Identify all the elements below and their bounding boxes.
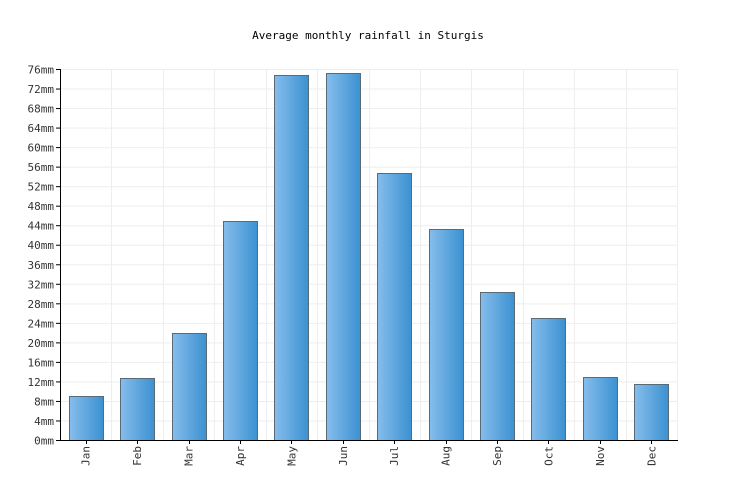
grid-layer (60, 69, 678, 441)
y-tick-label: 8mm (34, 395, 54, 408)
x-tick-label: Mar (183, 446, 196, 466)
bar-layer (69, 73, 669, 441)
y-tick-label: 48mm (28, 200, 55, 213)
x-tick-label: Apr (234, 446, 247, 466)
x-tick-label: Jul (388, 446, 401, 466)
x-tick-label: Sep (491, 446, 504, 466)
bar-jan (69, 396, 104, 441)
axis-layer (56, 69, 678, 444)
x-tick-label: Feb (131, 446, 144, 466)
x-tick-label: Oct (542, 446, 555, 466)
y-tick-label: 32mm (28, 278, 55, 291)
y-tick-label: 76mm (28, 64, 55, 77)
y-tick-label: 40mm (28, 239, 55, 252)
y-tick-label: 20mm (28, 337, 55, 350)
y-tick-label: 28mm (28, 298, 55, 311)
bar-dec (634, 384, 669, 441)
y-tick-label: 16mm (28, 356, 55, 369)
y-tick-label: 56mm (28, 161, 55, 174)
bar-aug (429, 229, 464, 441)
bar-nov (583, 377, 618, 441)
y-tick-label: 60mm (28, 142, 55, 155)
y-tick-label: 36mm (28, 259, 55, 272)
x-tick-label: Aug (440, 446, 453, 466)
y-tick-label: 4mm (34, 415, 54, 428)
x-tick-label: Jun (337, 446, 350, 466)
y-tick-label: 52mm (28, 181, 55, 194)
y-tick-label: 64mm (28, 122, 55, 135)
x-tick-label: Nov (594, 446, 607, 466)
bar-jun (326, 73, 361, 441)
chart-title: Average monthly rainfall in Sturgis (252, 29, 484, 42)
bar-oct (531, 318, 566, 441)
y-tick-label: 44mm (28, 220, 55, 233)
y-tick-label: 0mm (34, 435, 54, 448)
y-tick-label: 68mm (28, 103, 55, 116)
bar-mar (172, 333, 207, 441)
x-tick-label: Dec (645, 446, 658, 466)
bar-jul (377, 173, 412, 441)
y-tick-label: 24mm (28, 317, 55, 330)
bar-feb (120, 378, 155, 441)
label-layer: 0mm 4mm 8mm 12mm 16mm 20mm 24mm 28mm 32mm 36mm 40m… (28, 64, 659, 466)
y-tick-label: 12mm (28, 376, 55, 389)
bar-sep (480, 292, 515, 441)
bar-may (274, 75, 309, 441)
bar-apr (223, 221, 258, 441)
x-tick-label: Jan (80, 446, 93, 466)
x-tick-label: May (285, 446, 298, 466)
y-tick-label: 72mm (28, 83, 55, 96)
